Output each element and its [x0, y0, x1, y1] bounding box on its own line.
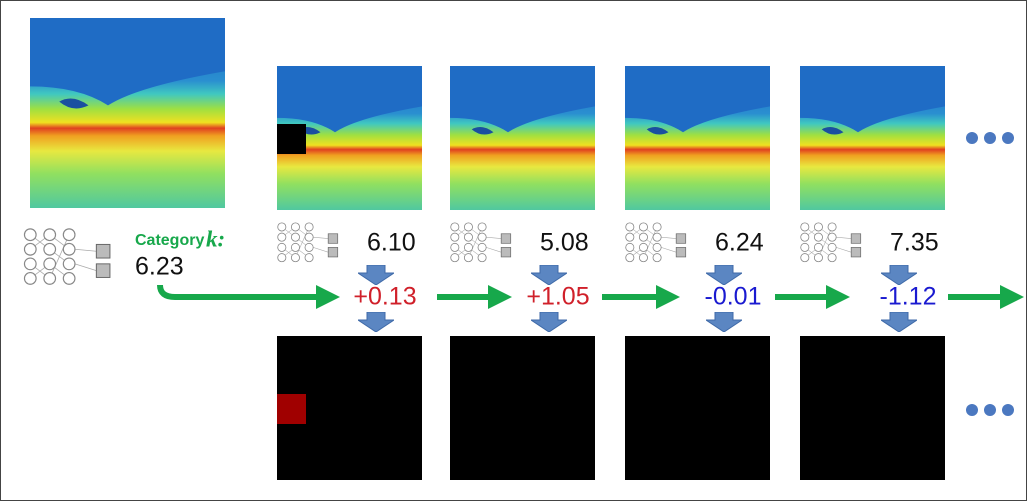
more-dots — [966, 404, 1014, 416]
original-score: 6.23 — [135, 253, 184, 281]
score: 5.08 — [540, 229, 589, 257]
heatmap — [625, 336, 770, 480]
difference: +1.05 — [526, 283, 589, 311]
heatmap — [800, 336, 945, 480]
original-image — [30, 18, 225, 208]
category-label: Category — [135, 232, 204, 249]
difference: -1.12 — [880, 283, 937, 311]
score: 6.10 — [367, 229, 416, 257]
more-dots — [966, 132, 1014, 144]
score: 7.35 — [890, 229, 939, 257]
difference: -0.01 — [705, 283, 762, 311]
occluded-image — [450, 66, 595, 210]
heat-cell — [277, 394, 306, 424]
score: 6.24 — [715, 229, 764, 257]
occluded-image — [800, 66, 945, 210]
occluder — [277, 124, 306, 154]
category-variable: k: — [206, 226, 225, 251]
diagram: Category k: 6.23 6.10 +0.13 5.08 +1.05 6.24 -… — [0, 0, 1027, 501]
heatmap — [450, 336, 595, 480]
occluded-image — [625, 66, 770, 210]
difference: +0.13 — [353, 283, 416, 311]
page: Category k: 6.23 6.10 +0.13 5.08 +1.05 6.24 -… — [0, 0, 1027, 501]
